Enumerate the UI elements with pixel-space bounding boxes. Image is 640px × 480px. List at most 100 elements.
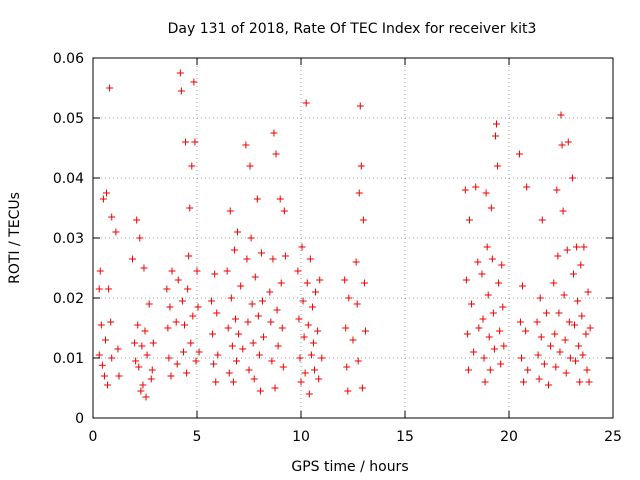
data-point bbox=[247, 234, 255, 242]
data-point bbox=[164, 324, 172, 332]
data-point bbox=[358, 384, 366, 392]
data-point bbox=[278, 324, 286, 332]
data-point bbox=[183, 369, 191, 377]
data-point bbox=[147, 375, 155, 383]
data-point bbox=[187, 339, 195, 347]
data-point bbox=[303, 279, 311, 287]
data-point bbox=[356, 102, 364, 110]
data-point bbox=[242, 141, 250, 149]
data-point bbox=[535, 375, 543, 383]
data-point bbox=[234, 228, 242, 236]
data-point bbox=[314, 327, 322, 335]
data-point bbox=[143, 351, 151, 359]
data-point bbox=[355, 189, 363, 197]
data-point bbox=[176, 69, 184, 77]
data-point bbox=[550, 279, 558, 287]
data-point bbox=[488, 255, 496, 263]
data-point bbox=[213, 309, 221, 317]
data-point bbox=[100, 372, 108, 380]
data-point bbox=[305, 390, 313, 398]
data-point bbox=[231, 315, 239, 323]
data-point bbox=[237, 282, 245, 290]
data-point bbox=[142, 393, 150, 401]
x-tick-label: 10 bbox=[292, 429, 310, 445]
data-point bbox=[552, 363, 560, 371]
data-point bbox=[495, 279, 503, 287]
data-point bbox=[104, 381, 112, 389]
data-point bbox=[308, 303, 316, 311]
data-point bbox=[556, 348, 564, 356]
data-point bbox=[165, 354, 173, 362]
data-point bbox=[212, 378, 220, 386]
data-point bbox=[481, 378, 489, 386]
data-point bbox=[135, 363, 143, 371]
data-point bbox=[584, 288, 592, 296]
data-point bbox=[461, 186, 469, 194]
data-point bbox=[474, 258, 482, 266]
chart-title: Day 131 of 2018, Rate Of TEC Index for r… bbox=[168, 21, 537, 37]
data-point bbox=[254, 312, 262, 320]
data-point bbox=[131, 339, 139, 347]
data-point bbox=[354, 357, 362, 365]
data-point bbox=[96, 267, 104, 275]
data-point bbox=[145, 300, 153, 308]
data-point bbox=[223, 267, 231, 275]
data-point bbox=[344, 387, 352, 395]
data-point bbox=[266, 288, 274, 296]
data-point bbox=[561, 336, 569, 344]
data-point bbox=[352, 258, 360, 266]
data-point bbox=[243, 255, 251, 263]
x-tick-label: 20 bbox=[500, 429, 518, 445]
data-point bbox=[107, 318, 115, 326]
data-point bbox=[133, 216, 141, 224]
data-point bbox=[114, 345, 122, 353]
data-point bbox=[472, 183, 480, 191]
data-point bbox=[486, 366, 494, 374]
data-point bbox=[173, 360, 181, 368]
data-point bbox=[547, 342, 555, 350]
data-point bbox=[519, 282, 527, 290]
data-point bbox=[524, 366, 532, 374]
data-point bbox=[273, 306, 281, 314]
data-point bbox=[185, 252, 193, 260]
data-point bbox=[141, 327, 149, 335]
data-point bbox=[554, 252, 562, 260]
data-point bbox=[302, 99, 310, 107]
data-point bbox=[515, 150, 523, 158]
y-tick-label: 0.02 bbox=[53, 291, 84, 307]
data-point bbox=[353, 300, 361, 308]
grid-lines bbox=[93, 58, 613, 418]
data-point bbox=[540, 360, 548, 368]
data-point bbox=[269, 255, 277, 263]
data-point bbox=[562, 369, 570, 377]
data-points bbox=[95, 69, 594, 401]
data-point bbox=[281, 252, 289, 260]
data-point bbox=[209, 330, 217, 338]
data-point bbox=[300, 333, 308, 341]
data-point bbox=[578, 312, 586, 320]
data-point bbox=[583, 366, 591, 374]
data-point bbox=[132, 357, 140, 365]
y-tick-label: 0 bbox=[75, 411, 84, 427]
data-point bbox=[479, 315, 487, 323]
data-point bbox=[490, 345, 498, 353]
data-point bbox=[576, 378, 584, 386]
data-point bbox=[536, 294, 544, 302]
data-point bbox=[516, 318, 524, 326]
data-point bbox=[571, 321, 579, 329]
data-point bbox=[188, 162, 196, 170]
data-point bbox=[186, 204, 194, 212]
x-tick-label: 15 bbox=[396, 429, 414, 445]
data-point bbox=[108, 354, 116, 362]
data-point bbox=[166, 303, 174, 311]
data-point bbox=[208, 297, 216, 305]
data-point bbox=[268, 357, 276, 365]
data-point bbox=[533, 318, 541, 326]
data-point bbox=[214, 351, 222, 359]
data-point bbox=[560, 291, 568, 299]
data-point bbox=[248, 300, 256, 308]
y-axis-label: ROTI / TECUs bbox=[7, 192, 23, 284]
data-point bbox=[359, 216, 367, 224]
data-point bbox=[545, 381, 553, 389]
